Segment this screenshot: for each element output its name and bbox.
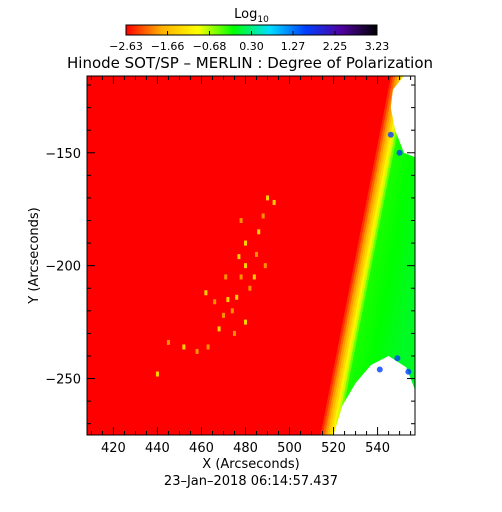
y-tick-label: −200 <box>45 260 81 275</box>
x-tick-label: 420 <box>101 441 126 456</box>
plot-area <box>87 76 415 435</box>
polarization-feature <box>263 263 267 269</box>
polarization-feature <box>235 294 239 300</box>
plot-frame <box>86 75 416 436</box>
polarization-feature <box>257 229 261 235</box>
polarization-feature <box>213 299 217 305</box>
polarization-feature <box>217 326 221 332</box>
polarization-feature <box>239 218 243 224</box>
polarization-feature <box>166 339 170 345</box>
colorbar-tick-label: −1.66 <box>151 40 185 53</box>
polarization-feature <box>232 330 236 336</box>
polarization-feature <box>255 251 259 257</box>
x-tick-label: 500 <box>277 441 302 456</box>
polarization-features <box>155 195 276 377</box>
polarization-feature <box>204 290 208 296</box>
colorbar-tick-label: 2.25 <box>323 40 348 53</box>
x-tick-label: 440 <box>145 441 170 456</box>
off-disk-patch <box>333 355 415 435</box>
colorbar-tick-label: 3.23 <box>365 40 390 53</box>
polarization-feature <box>230 308 234 314</box>
x-tick-label: 480 <box>233 441 258 456</box>
colorbar-ticks: −2.63 −1.66 −0.68 0.30 1.27 2.25 3.23 <box>109 31 389 53</box>
x-axis-label: X (Arcseconds) <box>202 457 299 472</box>
off-disk-region <box>333 76 415 435</box>
chart-title: Hinode SOT/SP – MERLIN : Degree of Polar… <box>67 54 433 72</box>
polarization-feature <box>221 312 225 318</box>
colorbar-tick-label: 0.30 <box>239 40 264 53</box>
polarization-feature <box>239 274 243 280</box>
polarization-feature <box>155 371 159 377</box>
polarization-feature <box>226 297 230 303</box>
colorbar-tick-label: −2.63 <box>109 40 143 53</box>
polarization-feature <box>237 254 241 260</box>
polarization-feature <box>243 240 247 246</box>
x-tick-label: 540 <box>365 441 390 456</box>
observation-date: 23–Jan–2018 06:14:57.437 <box>164 474 338 489</box>
polarization-feature <box>243 263 247 269</box>
colorbar-label: Log10 <box>234 7 269 25</box>
x-tick-label: 460 <box>189 441 214 456</box>
polarization-feature <box>266 195 270 201</box>
polarization-feature <box>243 319 247 325</box>
y-axis-label: Y (Arcseconds) <box>27 207 42 304</box>
polarization-feature <box>252 274 256 280</box>
polarization-feature <box>224 274 228 280</box>
off-disk-patch <box>390 76 415 158</box>
y-tick-label: −150 <box>45 147 81 162</box>
polarization-feature <box>206 344 210 350</box>
y-tick-label: −250 <box>45 373 81 388</box>
polarization-feature <box>272 199 276 205</box>
polarization-feature <box>195 348 199 354</box>
polarization-feature <box>248 285 252 291</box>
x-axis: 420 440 460 480 500 520 540 <box>90 76 412 456</box>
colorbar-tick-label: −0.68 <box>193 40 227 53</box>
polarization-feature <box>261 213 265 219</box>
x-tick-label: 520 <box>321 441 346 456</box>
polarization-feature <box>182 344 186 350</box>
y-axis: −250 −200 −150 <box>45 84 415 425</box>
colorbar-tick-label: 1.27 <box>281 40 306 53</box>
